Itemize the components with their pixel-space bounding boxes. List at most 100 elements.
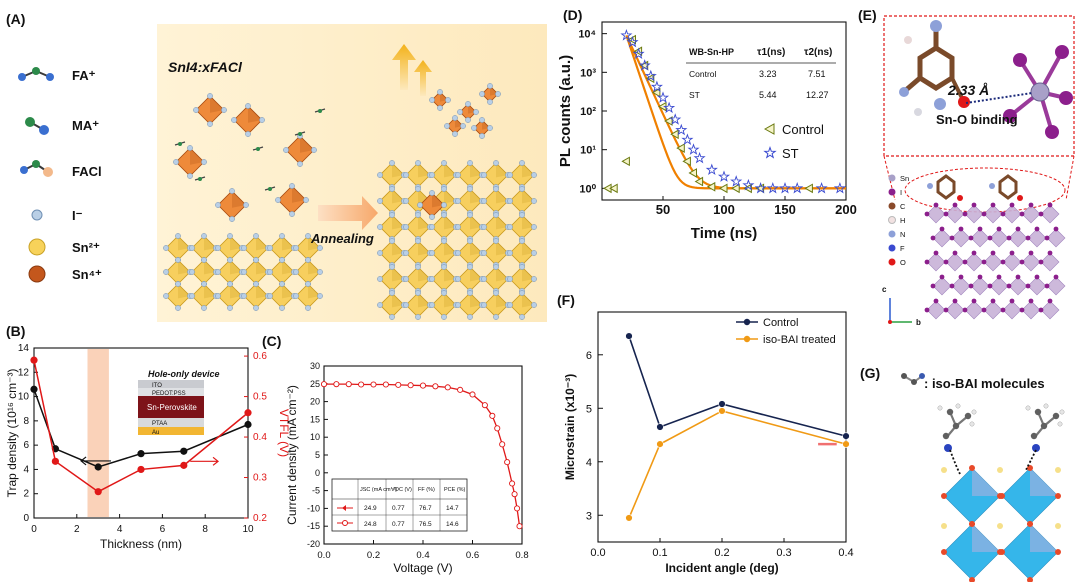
lt-th-1: τ1(ns) bbox=[757, 47, 785, 58]
zoom-line-right bbox=[1065, 155, 1075, 201]
iodide-atom bbox=[193, 107, 199, 113]
sni6-octahedron bbox=[1046, 276, 1066, 296]
sn-iodide-center-icon bbox=[1003, 45, 1073, 139]
iodide-atom bbox=[1019, 259, 1025, 265]
control-point bbox=[731, 183, 740, 194]
iodide-atom bbox=[467, 314, 473, 320]
iodide-atom bbox=[415, 238, 421, 244]
iodide-atom bbox=[1028, 298, 1034, 304]
iodide-atom bbox=[437, 89, 443, 95]
legend-marker-icon bbox=[743, 318, 751, 326]
crystal-slab bbox=[924, 202, 1066, 320]
series-line-vtfl bbox=[33, 359, 249, 493]
y-axis-title: Current density (mA cm⁻²) bbox=[285, 385, 299, 525]
x-tick-label: 50 bbox=[656, 202, 670, 217]
lifetime-table: WB-Sn-HP τ1(ns) τ2(ns) Control 3.23 7.51… bbox=[686, 47, 836, 100]
x-tick-label: 8 bbox=[202, 524, 208, 535]
iodide-atom bbox=[215, 245, 221, 251]
iodide-atom bbox=[201, 305, 207, 311]
panel-f: (F) 0.0 0.1 0.2 0.3 0.4 3 4 5 6 Control iso-BAI tr… bbox=[557, 292, 854, 575]
sni6-octahedron bbox=[970, 228, 990, 248]
iodide-atom bbox=[465, 101, 471, 107]
optimal-thickness-band bbox=[87, 349, 109, 517]
iodide-atom bbox=[452, 115, 458, 121]
sni6-octahedron bbox=[1046, 228, 1066, 248]
formula-label: SnI4:xFACl bbox=[168, 59, 243, 75]
td-r2-pce: 14.6 bbox=[446, 521, 459, 528]
iodide-atom bbox=[943, 259, 949, 265]
iodide-atom bbox=[1038, 307, 1044, 313]
axes-triad-icon: c b bbox=[882, 285, 921, 327]
iodide-atom bbox=[1025, 283, 1031, 289]
sni6-octahedron bbox=[1008, 228, 1028, 248]
iodide-atom bbox=[930, 235, 936, 241]
organic-cation bbox=[298, 132, 302, 136]
legend-facl-label: FACl bbox=[72, 164, 102, 179]
data-point bbox=[30, 385, 38, 393]
sni6-octahedron bbox=[970, 276, 990, 296]
st-point bbox=[730, 175, 743, 187]
iodide-atom bbox=[297, 161, 303, 167]
y-tick-label: 10⁴ bbox=[578, 29, 596, 41]
iodide-atom bbox=[1044, 283, 1050, 289]
trap-density-chart: 0 2 4 6 8 10 0 2 4 6 8 10 12 14 0.2 0.3 0.4 0.5 0.6 Thickne… bbox=[5, 343, 291, 551]
legend-sn2-icon bbox=[28, 238, 46, 256]
axis-b-label: b bbox=[916, 318, 921, 327]
el-h: H bbox=[900, 216, 905, 225]
lt-r1-name: Control bbox=[689, 69, 717, 79]
sni6-octahedron bbox=[1002, 204, 1022, 224]
iodide-atom bbox=[481, 250, 487, 256]
lt-th-0: WB-Sn-HP bbox=[689, 47, 734, 57]
lt-r2-t2: 12.27 bbox=[806, 90, 829, 100]
hydrogen-atom bbox=[969, 421, 975, 427]
iodide-atom bbox=[429, 302, 435, 308]
jv-curve-chart: 0.0 0.2 0.4 0.6 0.8 -20 -15 -10 -5 0 5 10 15 20 25 30 Vo… bbox=[285, 361, 529, 575]
iodide-atom bbox=[283, 147, 289, 153]
iodide-atom bbox=[241, 269, 247, 275]
panel-b: (B) 0 2 4 6 8 10 0 2 4 6 8 10 12 14 0.2 0.3 0.4 0.5 0.6 Thi… bbox=[5, 323, 291, 551]
iodide-atom bbox=[531, 302, 537, 308]
iodide-atom bbox=[445, 97, 451, 103]
iodide-atom bbox=[227, 233, 233, 239]
row1-marker-icon bbox=[342, 505, 346, 511]
iodide-atom bbox=[403, 250, 409, 256]
iodide-atom bbox=[241, 293, 247, 299]
series-line bbox=[628, 410, 847, 519]
iodide-atom bbox=[441, 264, 447, 270]
microstrain-chart: 0.0 0.1 0.2 0.3 0.4 3 4 5 6 Control iso-BAI treate… bbox=[563, 311, 854, 575]
data-point bbox=[419, 382, 427, 389]
legend-facl-molecule-icon bbox=[20, 160, 53, 177]
x-tick-label: 0.0 bbox=[590, 547, 605, 559]
control-point bbox=[804, 183, 813, 194]
iodide-atom bbox=[227, 281, 233, 287]
iodide-atom bbox=[531, 224, 537, 230]
y2-tick-label: 0.5 bbox=[253, 392, 267, 403]
x-tick-label: 4 bbox=[117, 524, 123, 535]
iodide-atom bbox=[958, 226, 964, 232]
panel-g: (G) : iso-BAI molecules bbox=[860, 365, 1065, 582]
iodide-atom bbox=[377, 276, 383, 282]
x-tick-label: 0.2 bbox=[714, 547, 729, 559]
sn-o-bond-line bbox=[965, 92, 1033, 104]
iodide-atom bbox=[189, 245, 195, 251]
iodide-atom bbox=[303, 197, 309, 203]
layer-ito-label: ITO bbox=[152, 383, 162, 389]
sni6-octahedron bbox=[1040, 252, 1060, 272]
iodide-atom bbox=[479, 133, 485, 139]
iodide-atom bbox=[253, 281, 259, 287]
iodide-atom bbox=[981, 211, 987, 217]
panel-g-label: (G) bbox=[860, 365, 880, 381]
carbon-atom bbox=[1040, 422, 1048, 430]
data-point bbox=[504, 459, 511, 466]
st-point bbox=[675, 123, 688, 136]
iodide-atom bbox=[173, 159, 179, 165]
surface-ligands-icon bbox=[927, 174, 1023, 201]
iodide-atom bbox=[241, 245, 247, 251]
sni6-octahedron bbox=[983, 204, 1003, 224]
st-point bbox=[791, 181, 804, 194]
data-point bbox=[180, 461, 188, 469]
panel-a-label: (A) bbox=[6, 11, 25, 27]
iodide-atom bbox=[507, 250, 513, 256]
iodide-atom bbox=[531, 172, 537, 178]
fit-curve bbox=[625, 35, 846, 190]
